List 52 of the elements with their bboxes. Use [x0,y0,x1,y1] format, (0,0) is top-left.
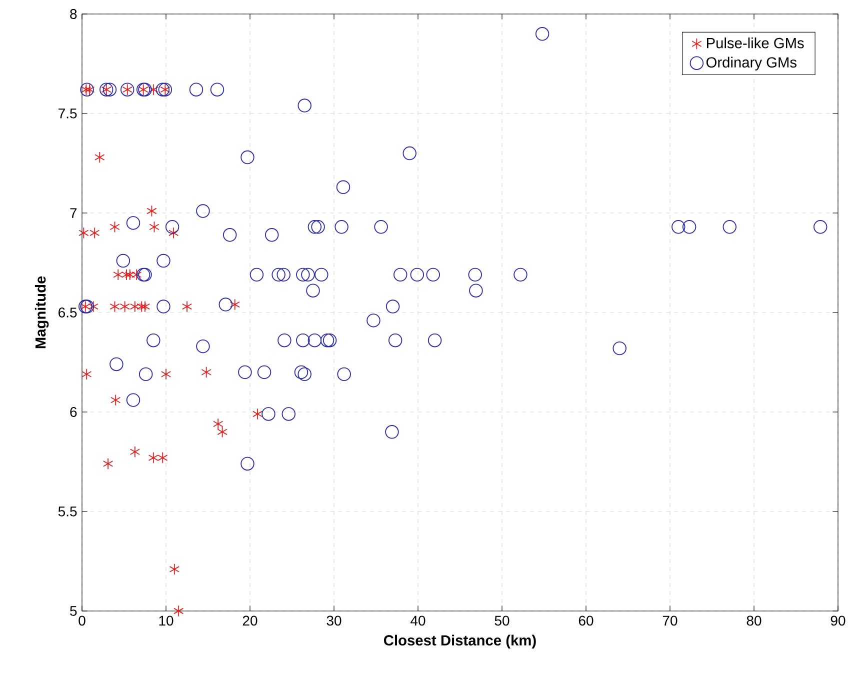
point [94,151,105,164]
x-tick-label: 80 [746,616,762,626]
point [81,84,92,96]
point [148,452,158,464]
point [158,452,168,464]
point [149,221,160,233]
point [160,368,172,380]
point [120,300,130,312]
x-axis-title: Closest Distance (km) [384,634,536,648]
x-tick-label: 40 [410,616,426,626]
x-tick-label: 70 [662,616,678,626]
point [110,300,120,312]
y-tick-label: 5 [70,606,77,616]
legend-label: Pulse-like GMs [706,38,804,48]
y-tick-label: 7 [70,208,77,218]
point [88,300,98,312]
point [136,300,147,312]
x-tick-label: 50 [494,616,510,626]
point [102,458,114,470]
point [113,268,124,280]
point [130,446,140,458]
point [182,300,192,312]
x-tick-label: 90 [830,616,846,626]
point [82,368,92,380]
point [121,268,132,280]
y-tick-label: 6 [70,407,77,417]
x-tick-label: 20 [242,616,258,626]
y-tick-label: 5.5 [58,506,77,516]
point [90,227,100,239]
x-tick-label: 30 [326,616,342,626]
x-tick-label: 60 [578,616,594,626]
point [201,366,212,378]
point [110,394,121,406]
point [169,563,180,576]
point [78,227,89,239]
point [148,84,158,96]
point [252,408,263,420]
point [140,300,150,312]
y-tick-label: 6.5 [58,308,77,318]
point [146,205,157,217]
point [174,605,184,617]
y-axis-title: Magnitude [34,276,49,348]
y-tick-label: 7.5 [58,108,77,118]
x-tick-label: 0 [78,616,86,626]
x-tick-label: 10 [159,616,174,626]
y-tick-label: 8 [70,9,77,19]
point [130,300,140,312]
point [84,84,95,96]
legend-label: Ordinary GMs [706,56,796,70]
point [230,298,240,310]
point [124,268,135,280]
point [110,221,120,233]
